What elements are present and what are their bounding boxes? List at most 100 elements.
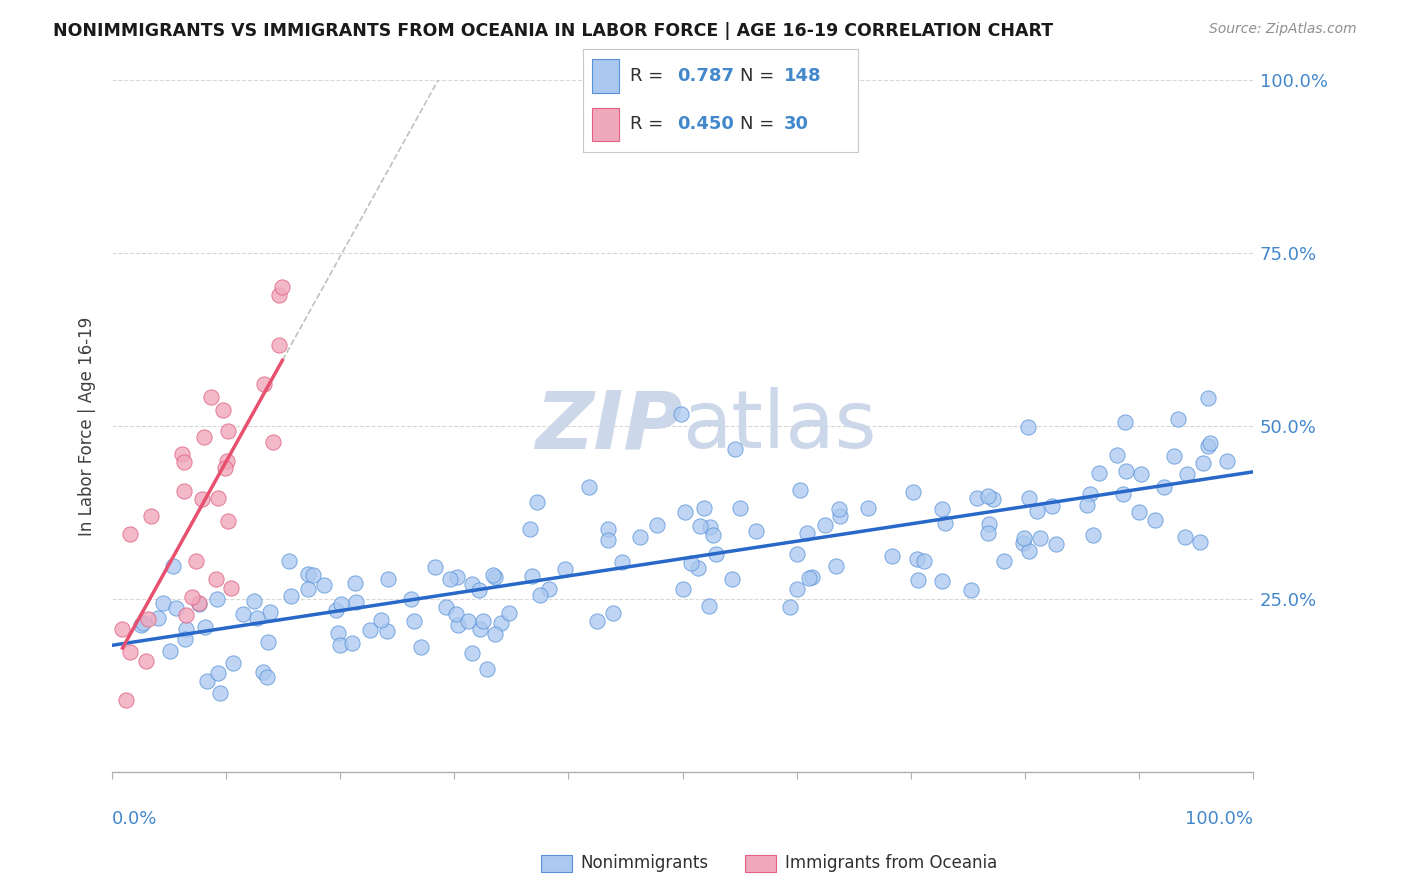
- Point: [602, 606, 624, 620]
- Point: [219, 581, 242, 595]
- Point: [484, 626, 506, 640]
- Point: [693, 501, 716, 516]
- Point: [111, 622, 134, 636]
- Point: [578, 480, 600, 494]
- Point: [1111, 486, 1133, 500]
- Point: [187, 596, 209, 610]
- Point: [330, 598, 353, 612]
- Point: [191, 491, 214, 506]
- Point: [610, 555, 633, 569]
- Point: [704, 547, 727, 561]
- Point: [481, 567, 503, 582]
- Point: [267, 338, 290, 352]
- Point: [1167, 412, 1189, 426]
- Point: [217, 514, 239, 528]
- Point: [278, 554, 301, 568]
- FancyBboxPatch shape: [592, 60, 619, 93]
- Point: [1143, 512, 1166, 526]
- Point: [460, 646, 482, 660]
- Point: [1216, 454, 1239, 468]
- Text: 148: 148: [783, 67, 821, 85]
- Point: [672, 582, 695, 596]
- Point: [114, 693, 136, 707]
- Point: [159, 643, 181, 657]
- Point: [457, 614, 479, 628]
- Point: [329, 638, 352, 652]
- Point: [326, 625, 349, 640]
- Point: [439, 573, 461, 587]
- Point: [960, 582, 983, 597]
- Point: [814, 518, 837, 533]
- Point: [402, 614, 425, 628]
- Text: N =: N =: [740, 67, 780, 85]
- Point: [786, 582, 808, 597]
- Point: [596, 522, 619, 536]
- Point: [498, 606, 520, 620]
- Point: [697, 599, 720, 613]
- Point: [471, 614, 494, 628]
- Point: [519, 522, 541, 536]
- Point: [779, 600, 801, 615]
- Point: [830, 509, 852, 524]
- Point: [186, 554, 208, 568]
- Point: [1045, 536, 1067, 550]
- Point: [1040, 499, 1063, 513]
- Point: [340, 635, 363, 649]
- Point: [377, 573, 399, 587]
- Point: [1197, 439, 1219, 453]
- Point: [212, 402, 235, 417]
- Point: [165, 600, 187, 615]
- Point: [207, 491, 229, 505]
- Point: [344, 595, 367, 609]
- Point: [136, 612, 159, 626]
- Point: [799, 571, 821, 585]
- FancyBboxPatch shape: [592, 108, 619, 141]
- Point: [647, 517, 669, 532]
- Point: [1175, 467, 1198, 482]
- Point: [312, 578, 335, 592]
- Point: [554, 561, 576, 575]
- Point: [297, 582, 319, 596]
- Point: [173, 454, 195, 468]
- Point: [259, 605, 281, 619]
- Point: [689, 518, 711, 533]
- Point: [880, 549, 903, 564]
- Point: [789, 483, 811, 497]
- Text: N =: N =: [740, 115, 780, 133]
- Point: [425, 560, 447, 574]
- Point: [343, 576, 366, 591]
- Point: [1199, 435, 1222, 450]
- Point: [585, 614, 607, 628]
- Point: [1163, 449, 1185, 463]
- Point: [411, 640, 433, 654]
- Point: [174, 608, 197, 623]
- Point: [132, 616, 155, 631]
- Point: [444, 607, 467, 621]
- Point: [173, 483, 195, 498]
- Point: [786, 547, 808, 561]
- Point: [256, 670, 278, 684]
- Point: [824, 559, 846, 574]
- Point: [529, 588, 551, 602]
- Point: [1197, 392, 1219, 406]
- Point: [520, 569, 543, 583]
- Point: [1153, 480, 1175, 494]
- Point: [176, 622, 198, 636]
- Point: [170, 447, 193, 461]
- Point: [1088, 466, 1111, 480]
- Point: [359, 624, 381, 638]
- Point: [468, 623, 491, 637]
- Point: [325, 603, 347, 617]
- Point: [1017, 420, 1039, 434]
- Point: [796, 525, 818, 540]
- Point: [375, 624, 398, 639]
- Point: [297, 566, 319, 581]
- Text: 0.0%: 0.0%: [112, 810, 157, 829]
- Point: [475, 662, 498, 676]
- Point: [205, 591, 228, 606]
- Point: [526, 495, 548, 509]
- Point: [907, 573, 929, 587]
- Point: [252, 665, 274, 680]
- Point: [195, 673, 218, 688]
- Point: [728, 501, 751, 516]
